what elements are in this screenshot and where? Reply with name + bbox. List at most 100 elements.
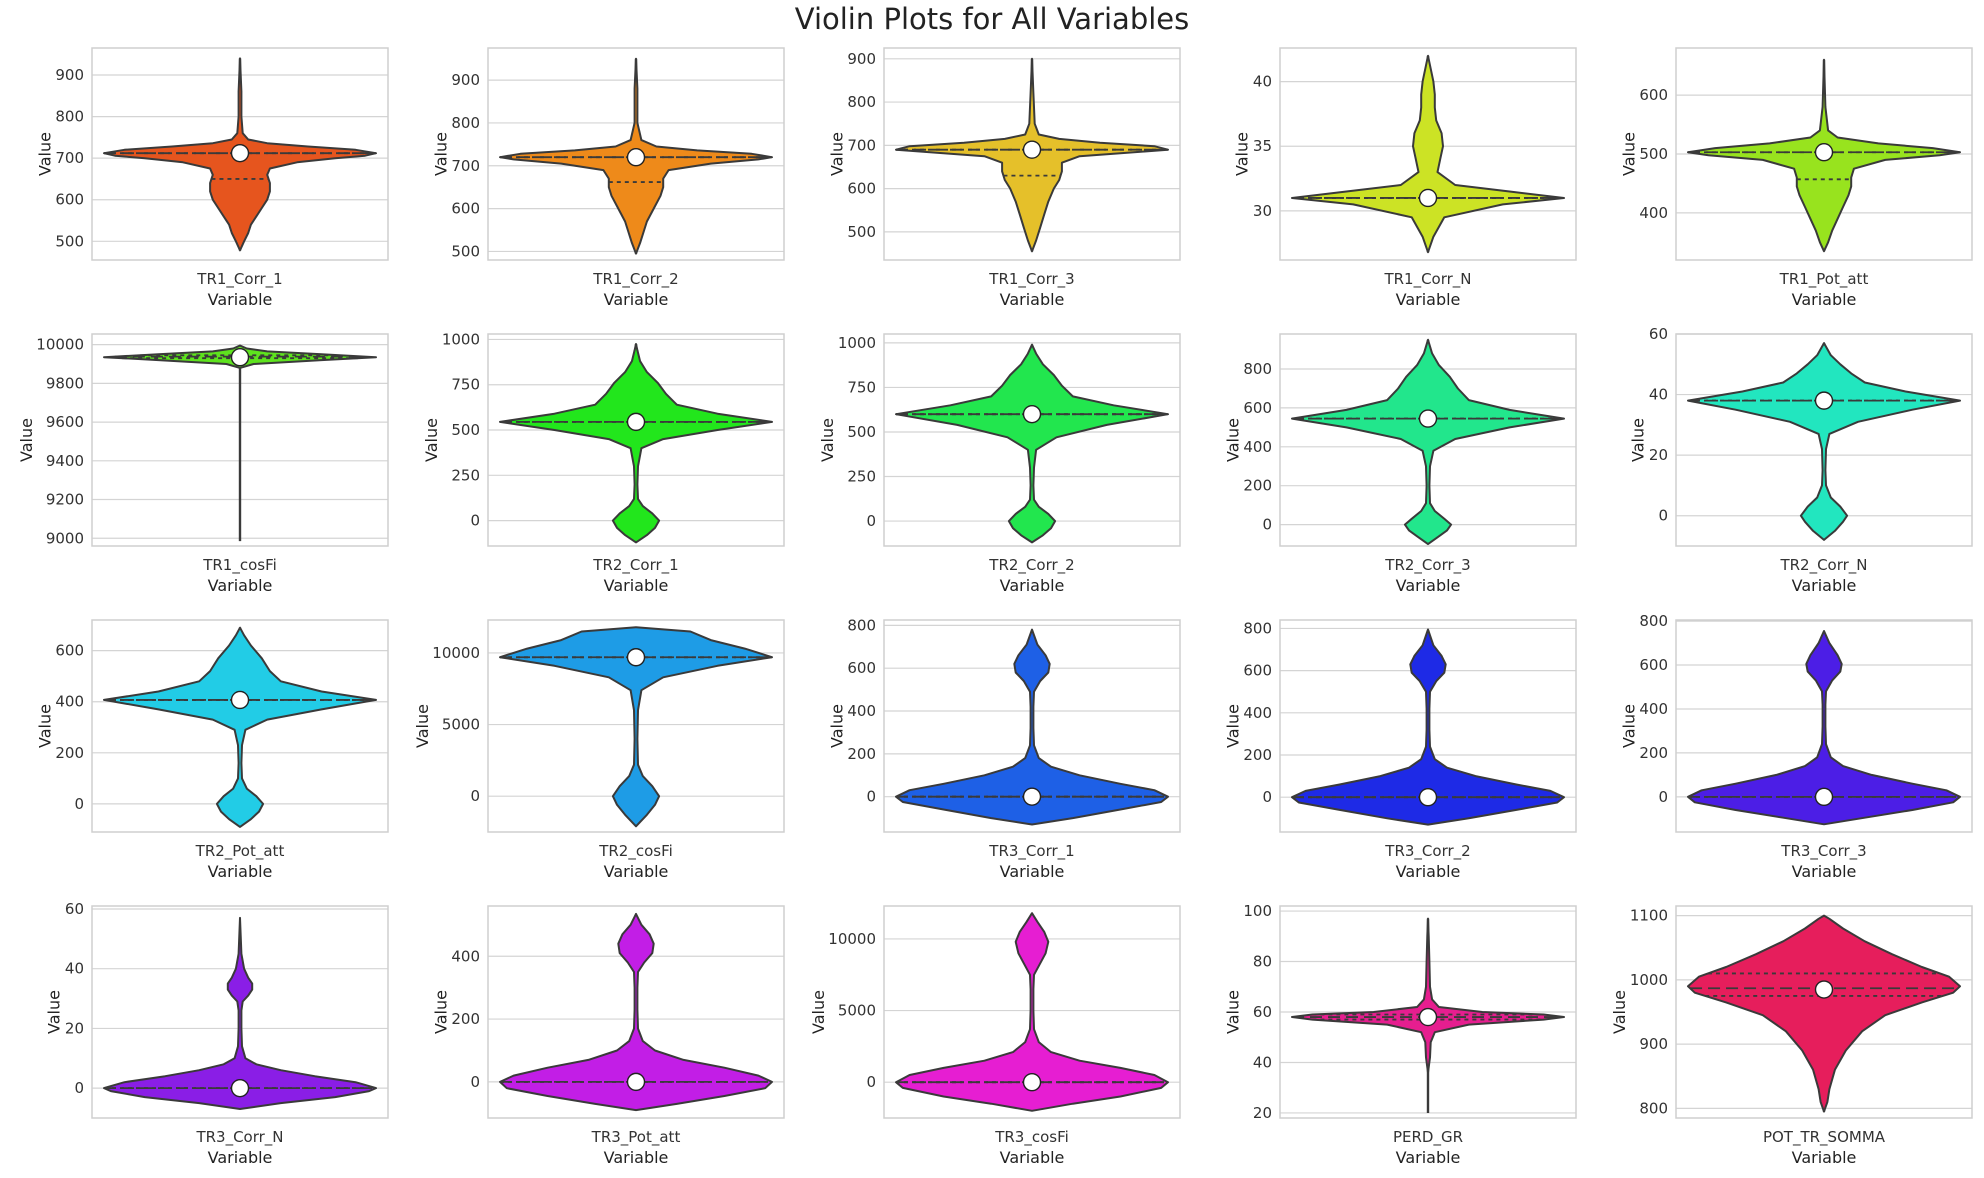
chart-1-frame xyxy=(487,47,785,261)
chart-14-ylabel: Value xyxy=(1619,704,1638,748)
chart-5-ylabel: Value xyxy=(17,418,36,462)
chart-17-frame xyxy=(883,905,1181,1119)
chart-10-xtick-label: TR2_Pot_att xyxy=(195,842,285,861)
chart-10-xlabel: Variable xyxy=(208,862,273,881)
chart-10-ytick-1: 200 xyxy=(55,744,84,762)
chart-18-mean-marker xyxy=(1418,1007,1438,1027)
chart-18-xlabel: Variable xyxy=(1396,1148,1461,1167)
chart-17-xtick-label: TR3_cosFi xyxy=(994,1128,1069,1147)
chart-7-frame xyxy=(883,333,1181,547)
chart-11-violin-body xyxy=(499,626,773,828)
chart-0-frame xyxy=(91,47,389,261)
chart-14-ytick-2: 400 xyxy=(1639,700,1668,718)
chart-14-ytick-1: 200 xyxy=(1639,744,1668,762)
chart-2-ytick-2: 700 xyxy=(847,136,876,154)
chart-12-ytick-4: 800 xyxy=(847,616,876,634)
chart-5-ytick-0: 9000 xyxy=(46,529,84,547)
chart-12-xtick-label: TR3_Corr_1 xyxy=(988,842,1074,861)
chart-8-ytick-1: 200 xyxy=(1243,477,1272,495)
chart-14-violin-body xyxy=(1687,630,1961,826)
chart-2-ytick-1: 600 xyxy=(847,180,876,198)
chart-18-ytick-1: 40 xyxy=(1253,1053,1272,1071)
chart-10-ytick-0: 0 xyxy=(74,795,84,813)
chart-10-violin-body xyxy=(103,626,377,828)
chart-7-ytick-3: 750 xyxy=(847,378,876,396)
chart-16-ytick-1: 200 xyxy=(451,1010,480,1028)
chart-0-mean-marker xyxy=(230,143,250,163)
chart-15-xlabel: Variable xyxy=(208,1148,273,1167)
chart-18-frame xyxy=(1279,905,1577,1119)
chart-8-mean-marker xyxy=(1418,409,1438,428)
chart-17-violin-body xyxy=(895,912,1169,1112)
chart-13-ytick-3: 600 xyxy=(1243,662,1272,680)
chart-4-xtick-label: TR1_Pot_att xyxy=(1779,270,1869,289)
chart-8-ylabel: Value xyxy=(1223,418,1242,462)
chart-15-ytick-0: 0 xyxy=(74,1079,84,1097)
chart-4-ytick-0: 400 xyxy=(1639,204,1668,222)
chart-8-frame xyxy=(1279,333,1577,547)
chart-16-ytick-2: 400 xyxy=(451,947,480,965)
chart-13-mean-marker xyxy=(1418,787,1438,807)
chart-14-xtick-label: TR3_Corr_3 xyxy=(1780,842,1866,861)
chart-7-violin-body xyxy=(895,343,1169,544)
chart-1-ytick-3: 800 xyxy=(451,114,480,132)
chart-9-xtick-label: TR2_Corr_N xyxy=(1779,556,1867,575)
chart-10-ylabel: Value xyxy=(35,704,54,748)
chart-18-violin-body xyxy=(1291,917,1565,1074)
chart-9-violin-body xyxy=(1687,342,1961,541)
chart-19-ytick-1: 900 xyxy=(1639,1035,1668,1053)
chart-0-ytick-0: 500 xyxy=(55,232,84,250)
chart-3-xlabel: Variable xyxy=(1396,290,1461,309)
chart-19-mean-marker xyxy=(1814,980,1834,999)
chart-11-xtick-label: TR2_cosFi xyxy=(598,842,673,861)
chart-11-ytick-1: 5000 xyxy=(442,716,480,734)
chart-4-ytick-1: 500 xyxy=(1639,145,1668,163)
chart-9-ytick-2: 40 xyxy=(1649,386,1668,404)
chart-17-mean-marker xyxy=(1022,1072,1042,1092)
chart-16-ytick-0: 0 xyxy=(470,1073,480,1091)
chart-3-frame xyxy=(1279,47,1577,261)
chart-0-xtick-label: TR1_Corr_1 xyxy=(196,270,282,289)
chart-8-ytick-2: 400 xyxy=(1243,438,1272,456)
chart-7-mean-marker xyxy=(1022,404,1042,424)
chart-19-ylabel: Value xyxy=(1610,990,1629,1034)
chart-10-mean-marker xyxy=(230,690,250,710)
chart-1-xtick-label: TR1_Corr_2 xyxy=(592,270,678,289)
chart-19-ytick-2: 1000 xyxy=(1630,971,1668,989)
chart-15-violin-body xyxy=(103,916,377,1110)
chart-2-mean-marker xyxy=(1022,140,1042,159)
chart-19-violin-body xyxy=(1687,914,1961,1113)
chart-17-xlabel: Variable xyxy=(1000,1148,1065,1167)
chart-6-ytick-2: 500 xyxy=(451,421,480,439)
chart-3-mean-marker xyxy=(1418,188,1438,208)
chart-7-ytick-2: 500 xyxy=(847,423,876,441)
chart-5-ytick-5: 10000 xyxy=(36,336,84,354)
chart-8-violin-body xyxy=(1291,338,1565,546)
chart-15-xtick-label: TR3_Corr_N xyxy=(195,1128,283,1147)
chart-12-ylabel: Value xyxy=(827,704,846,748)
chart-11-xlabel: Variable xyxy=(604,862,669,881)
chart-4-ytick-2: 600 xyxy=(1639,86,1668,104)
chart-13-ytick-1: 200 xyxy=(1243,746,1272,764)
chart-3-ylabel: Value xyxy=(1233,132,1252,176)
chart-19-frame xyxy=(1675,905,1973,1119)
chart-5-ytick-1: 9200 xyxy=(46,491,84,509)
chart-15-frame xyxy=(91,905,389,1119)
chart-1-xlabel: Variable xyxy=(604,290,669,309)
chart-13-ytick-2: 400 xyxy=(1243,704,1272,722)
chart-0-ytick-4: 900 xyxy=(55,66,84,84)
chart-12-ytick-1: 200 xyxy=(847,745,876,763)
chart-7-ytick-4: 1000 xyxy=(838,334,876,352)
chart-13-ytick-4: 800 xyxy=(1243,619,1272,637)
chart-14-xlabel: Variable xyxy=(1792,862,1857,881)
